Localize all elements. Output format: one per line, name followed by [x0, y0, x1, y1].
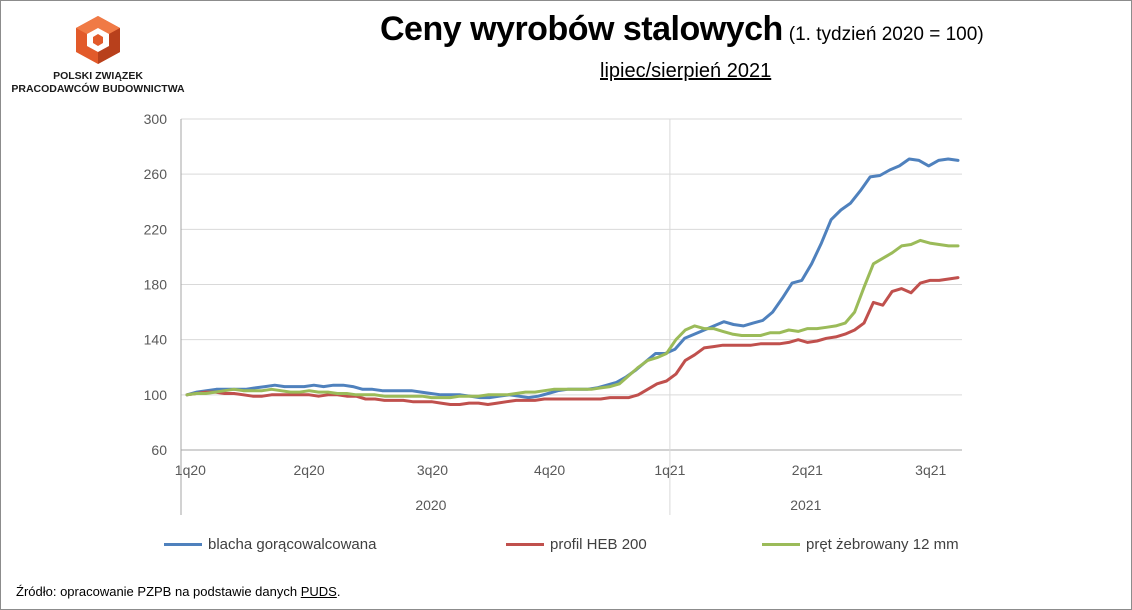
legend-swatch-green — [762, 543, 800, 546]
logo-text-line1: POLSKI ZWIĄZEK — [53, 70, 143, 82]
x-tick-label: 2q21 — [792, 462, 823, 478]
chart-subtitle: lipiec/sierpień 2021 — [600, 60, 772, 82]
logo-text-line2: PRACODAWCÓW BUDOWNICTWA — [11, 83, 185, 95]
legend-item-heb: profil HEB 200 — [506, 536, 647, 553]
year-label: 2021 — [790, 497, 821, 513]
legend-item-pret: pręt żebrowany 12 mm — [762, 536, 959, 553]
legend-item-blacha: blacha gorącowalcowana — [164, 536, 376, 553]
legend-label-pret: pręt żebrowany 12 mm — [806, 536, 959, 553]
y-tick-label: 220 — [144, 221, 168, 237]
legend-label-blacha: blacha gorącowalcowana — [208, 536, 377, 553]
y-tick-label: 100 — [144, 387, 168, 403]
source-prefix: Źródło: opracowanie PZPB na podstawie da… — [16, 584, 301, 599]
y-tick-label: 300 — [144, 111, 168, 127]
x-tick-label: 1q21 — [654, 462, 685, 478]
title-main: Ceny wyrobów stalowych — [380, 10, 783, 48]
series-line-1 — [185, 276, 960, 406]
series-line-2 — [185, 238, 960, 400]
x-tick-label: 1q20 — [175, 462, 206, 478]
y-tick-label: 180 — [144, 277, 168, 293]
y-tick-label: 140 — [144, 332, 168, 348]
series-line-0 — [185, 157, 960, 400]
y-tick-label: 60 — [151, 442, 167, 458]
pzpb-logo-icon — [76, 16, 120, 64]
year-label: 2020 — [415, 497, 446, 513]
logo-text: POLSKI ZWIĄZEK PRACODAWCÓW BUDOWNICTWA — [8, 70, 188, 96]
pzpb-logo: POLSKI ZWIĄZEK PRACODAWCÓW BUDOWNICTWA — [8, 14, 188, 104]
legend-swatch-blue — [164, 543, 202, 546]
y-tick-label: 260 — [144, 166, 168, 182]
x-tick-label: 2q20 — [294, 462, 325, 478]
x-tick-label: 3q21 — [915, 462, 946, 478]
source-suffix: . — [336, 584, 341, 599]
x-tick-label: 4q20 — [534, 462, 565, 478]
title-note: (1. tydzień 2020 = 100) — [788, 24, 984, 45]
x-tick-label: 3q20 — [417, 462, 448, 478]
source-note: Źródło: opracowanie PZPB na podstawie da… — [16, 584, 340, 599]
chart-title: Ceny wyrobów stalowych (1. tydzień 2020 =… — [380, 10, 984, 49]
source-link[interactable]: PUDS — [300, 584, 337, 599]
legend-swatch-red — [506, 543, 544, 546]
legend-label-heb: profil HEB 200 — [550, 536, 647, 553]
